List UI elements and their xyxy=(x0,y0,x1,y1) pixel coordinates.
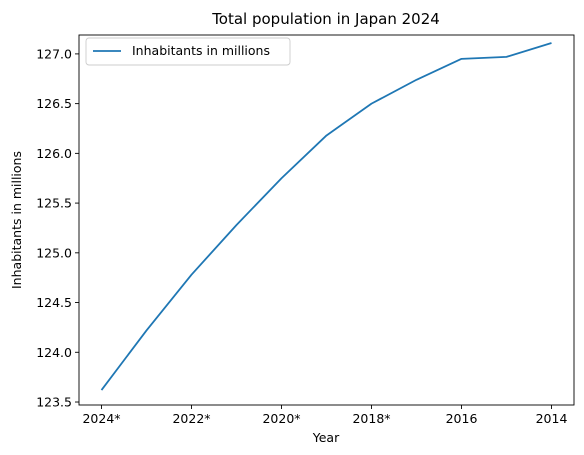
x-tick-label: 2016 xyxy=(446,411,478,426)
y-tick-label: 124.5 xyxy=(36,295,72,310)
y-tick-label: 125.5 xyxy=(36,196,72,211)
y-tick-label: 126.0 xyxy=(36,146,72,161)
plot-frame xyxy=(78,34,575,406)
y-tick-label: 126.5 xyxy=(36,96,72,111)
legend: Inhabitants in millions xyxy=(85,37,291,66)
y-axis-ticks: 123.5 124.0 124.5 125.0 125.5 126.0 126.5 127.0 xyxy=(36,46,79,410)
y-tick-label: 125.0 xyxy=(36,245,72,260)
x-tick-label: 2024* xyxy=(82,411,120,426)
chart-title: Total population in Japan 2024 xyxy=(211,10,440,28)
x-axis-label: Year xyxy=(312,430,340,445)
x-tick-label: 2018* xyxy=(352,411,390,426)
y-tick-label: 127.0 xyxy=(36,46,72,61)
x-tick-label: 2020* xyxy=(262,411,300,426)
legend-label: Inhabitants in millions xyxy=(132,43,270,58)
x-tick-label: 2022* xyxy=(172,411,210,426)
series-layer xyxy=(100,42,552,391)
y-tick-label: 123.5 xyxy=(36,395,72,410)
x-tick-label: 2014 xyxy=(536,411,568,426)
y-axis-label: Inhabitants in millions xyxy=(9,151,24,289)
y-tick-label: 124.0 xyxy=(36,345,72,360)
legend-box xyxy=(85,37,291,66)
series-line xyxy=(100,42,552,391)
x-axis-ticks: 2024* 2022* 2020* 2018* 2016 2014 xyxy=(82,405,567,426)
